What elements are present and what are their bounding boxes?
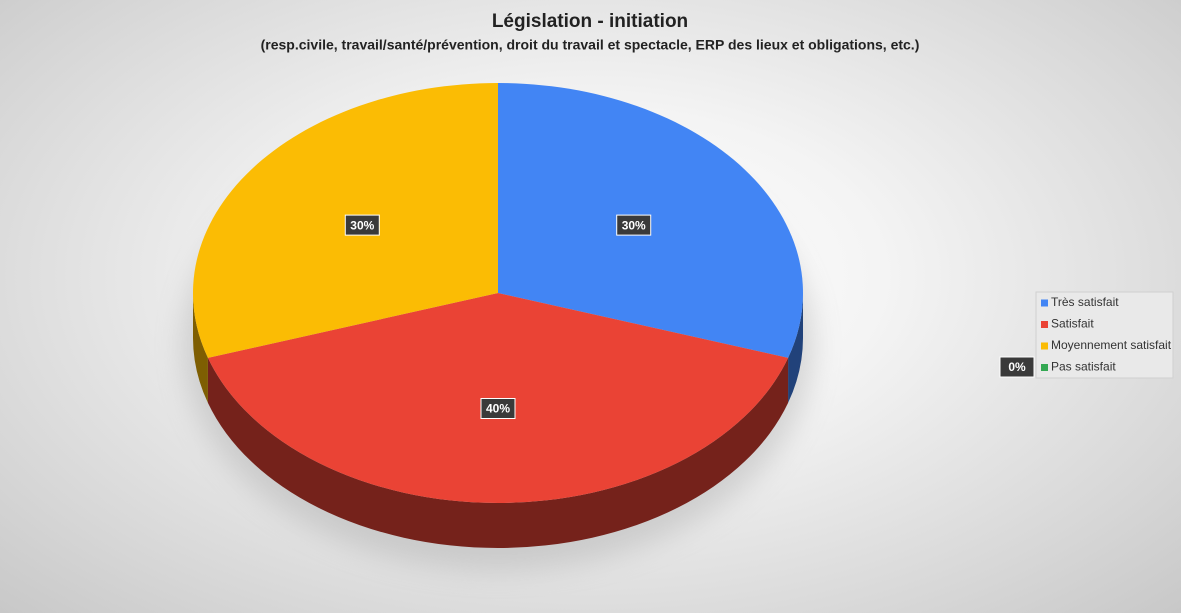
legend-swatch	[1041, 364, 1048, 371]
pie-side	[193, 293, 208, 403]
legend-label: Satisfait	[1051, 317, 1094, 331]
legend-box	[1035, 291, 1174, 379]
legend-swatch	[1041, 299, 1048, 307]
data-label: 30%	[622, 218, 646, 232]
chart-subtitle: (resp.civile, travail/santé/prévention, …	[261, 37, 920, 53]
legend-label: Pas satisfait	[1051, 360, 1116, 374]
legend-label: Moyennement satisfait	[1051, 338, 1172, 352]
data-label-box	[999, 356, 1035, 378]
data-label: 30%	[350, 218, 374, 232]
legend-swatch	[1041, 342, 1048, 350]
data-label: 40%	[486, 402, 510, 416]
data-label-box	[616, 214, 652, 236]
data-label-box	[344, 214, 380, 236]
data-label: 0%	[1008, 360, 1026, 374]
legend-label: Très satisfait	[1051, 295, 1119, 309]
legend-swatch	[1041, 321, 1048, 328]
pie-side	[207, 357, 789, 548]
chart-title: Législation - initiation	[492, 11, 688, 32]
pie-side	[788, 293, 804, 403]
data-label-box	[480, 398, 516, 419]
